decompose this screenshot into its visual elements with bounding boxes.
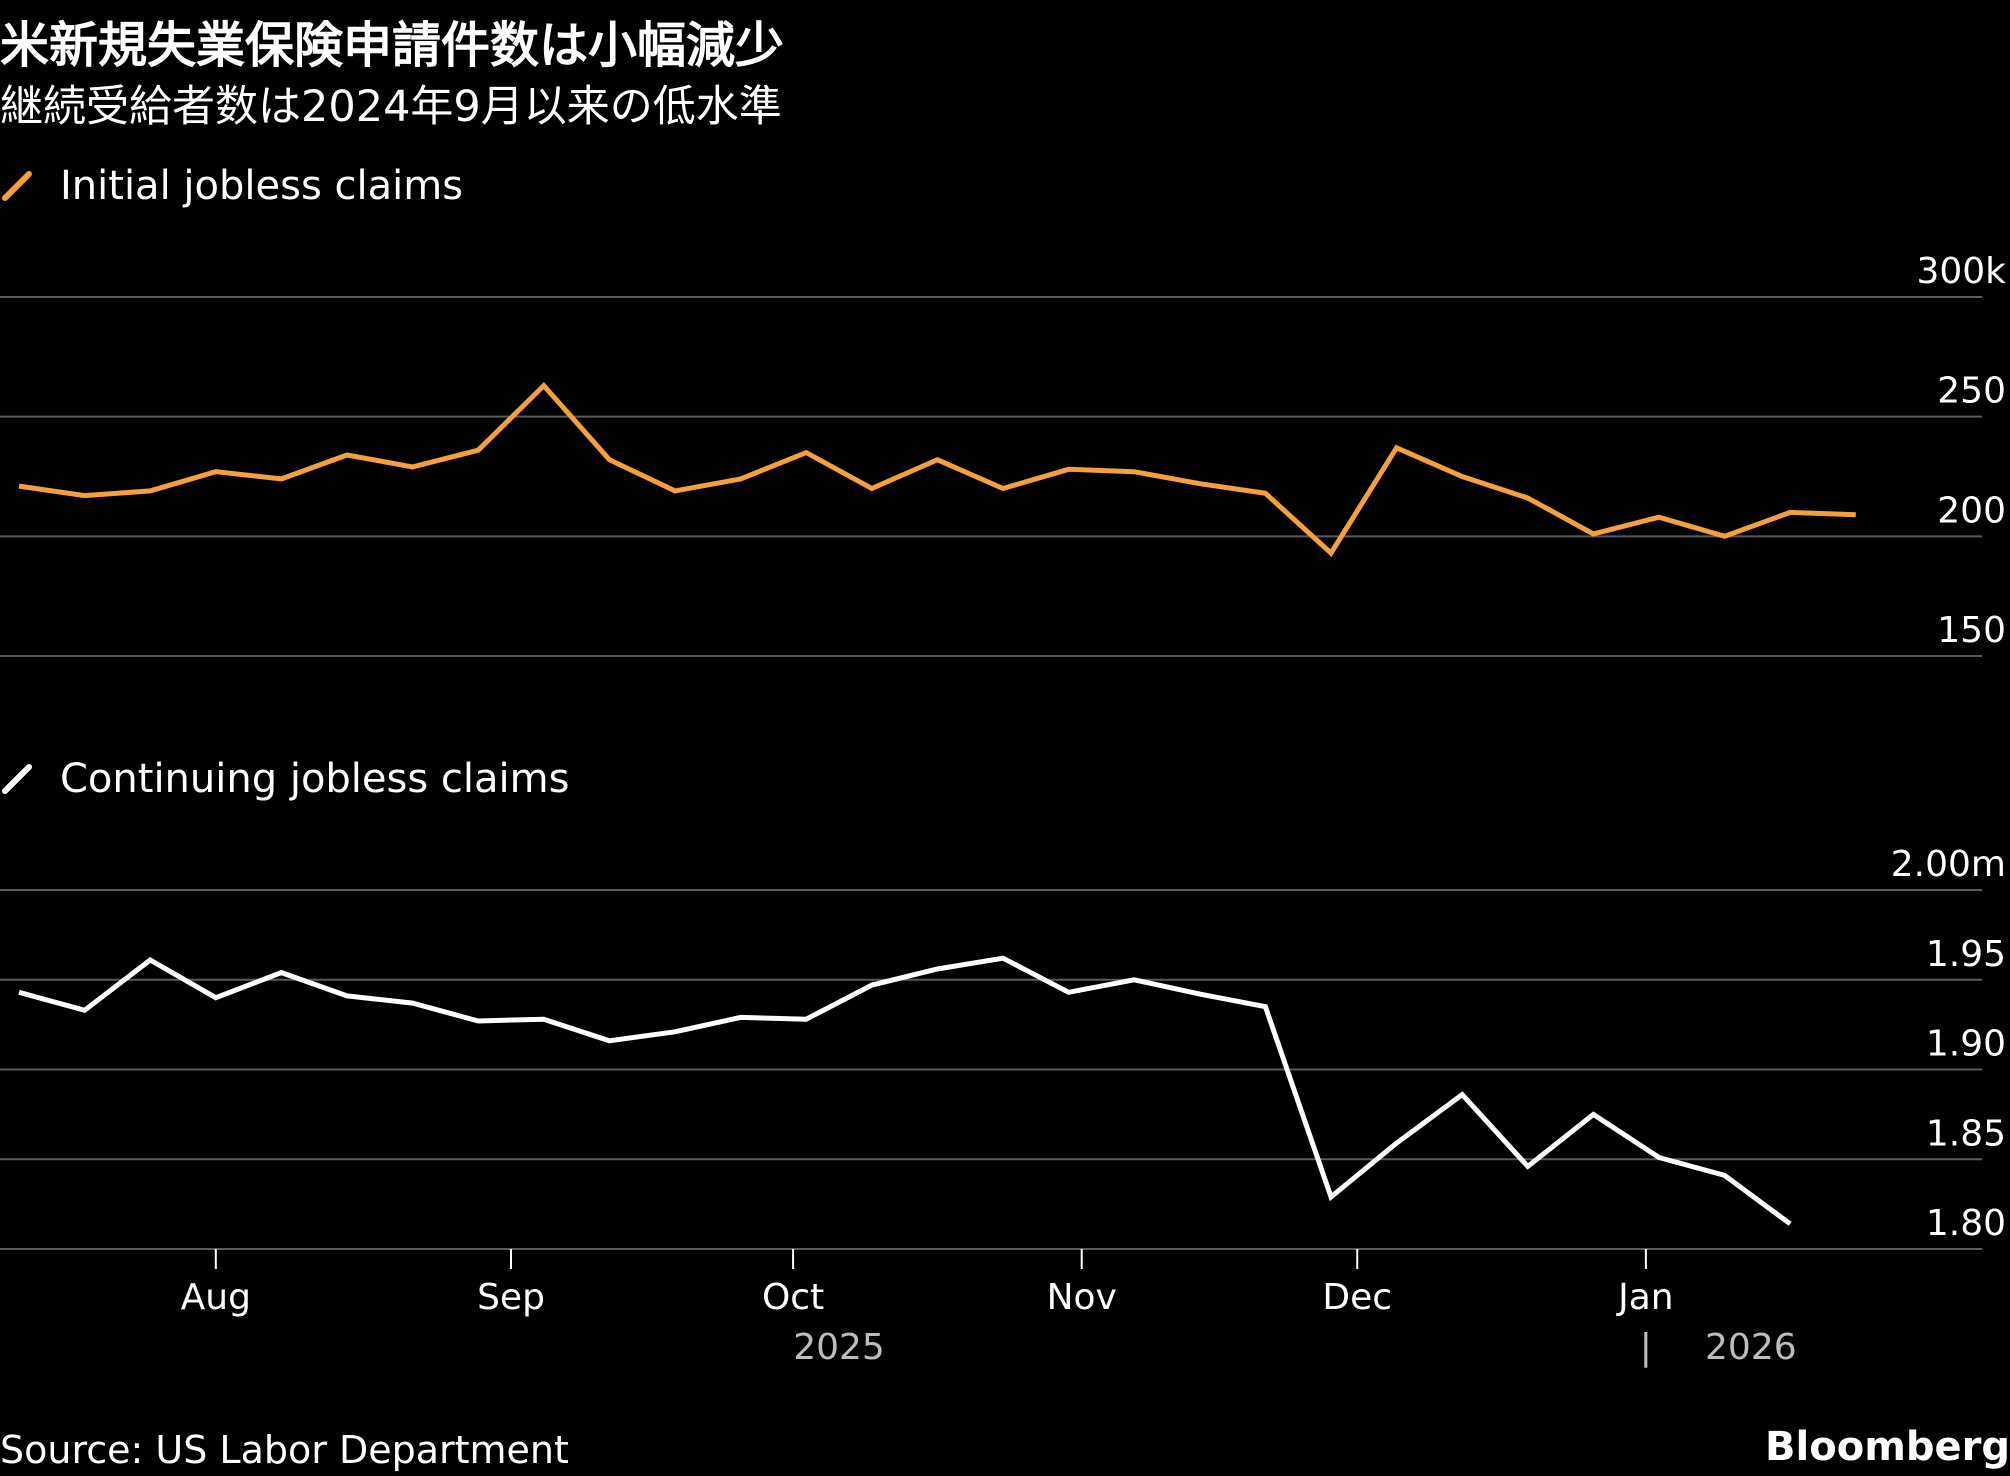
year-divider: | <box>1640 1327 1652 1368</box>
x-tick-label: Dec <box>1322 1277 1392 1318</box>
legend-initial-swatch <box>2 171 32 201</box>
y-tick-label: 300k <box>1916 251 2006 292</box>
chart-subtitle: 継続受給者数は2024年9月以来の低水準 <box>0 82 782 132</box>
y-tick-label: 250 <box>1937 371 2006 412</box>
y-tick-label: 200 <box>1937 490 2006 531</box>
legend-initial: Initial jobless claims <box>0 163 463 209</box>
y-tick-label: 1.80 <box>1926 1203 2006 1244</box>
continuing-claims-line <box>18 955 1792 1226</box>
brand-logo: Bloomberg <box>1765 1424 2010 1470</box>
x-tick-label: Aug <box>181 1277 251 1318</box>
year-label: 2026 <box>1705 1327 1797 1368</box>
y-tick-label: 1.90 <box>1926 1024 2006 1065</box>
y-tick-label: 1.95 <box>1926 934 2006 975</box>
x-tick-label: Sep <box>477 1277 545 1318</box>
y-tick-label: 1.85 <box>1926 1113 2006 1154</box>
initial-claims-line <box>18 381 1856 557</box>
legend-continuing-label: Continuing jobless claims <box>60 756 570 802</box>
y-tick-label: 2.00m <box>1891 844 2006 885</box>
x-tick-label: Oct <box>762 1277 824 1318</box>
legend-continuing-swatch <box>2 764 32 794</box>
x-tick-label: Jan <box>1616 1277 1674 1318</box>
legend-initial-label: Initial jobless claims <box>60 163 464 209</box>
source-note: Source: US Labor Department <box>0 1428 569 1472</box>
x-tick-label: Nov <box>1047 1277 1117 1318</box>
y-tick-label: 150 <box>1937 610 2006 651</box>
legend-continuing: Continuing jobless claims <box>0 756 569 802</box>
year-label: 2025 <box>793 1327 885 1368</box>
chart-title: 米新規失業保険申請件数は小幅減少 <box>0 17 785 74</box>
